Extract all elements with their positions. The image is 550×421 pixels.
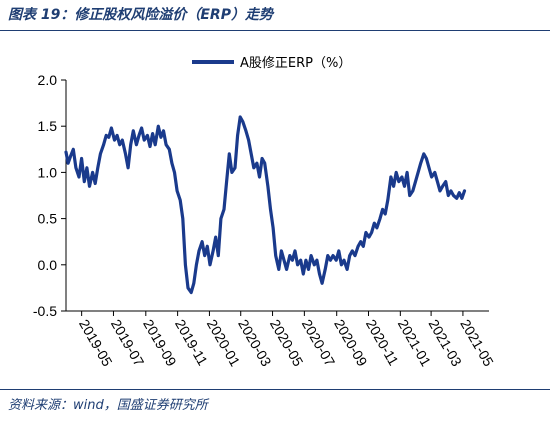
- y-tick-label: 0.5: [38, 211, 58, 227]
- source-rule: [0, 389, 550, 390]
- y-tick-label: 1.0: [38, 164, 58, 180]
- chart-series: [64, 115, 467, 295]
- y-tick-label: 0.0: [38, 257, 58, 273]
- y-tick-label: -0.5: [33, 303, 57, 319]
- chart-axes: [65, 80, 489, 312]
- chart-legend: A股修正ERP（%）: [192, 56, 351, 71]
- chart-ticks: 2.01.51.00.50.0-0.52019-052019-072019-09…: [33, 72, 497, 369]
- y-tick-label: 1.5: [38, 118, 58, 134]
- series-line: [64, 115, 467, 295]
- figure-title: 图表 19：修正股权风险溢价（ERP）走势: [8, 7, 273, 23]
- erp-line-chart: 2.01.51.00.50.0-0.52019-052019-072019-09…: [33, 56, 497, 369]
- legend-label: A股修正ERP（%）: [240, 56, 351, 71]
- y-tick-label: 2.0: [38, 72, 58, 88]
- figure-source: 资料来源：wind，国盛证券研究所: [8, 398, 208, 413]
- title-rule: [0, 30, 550, 31]
